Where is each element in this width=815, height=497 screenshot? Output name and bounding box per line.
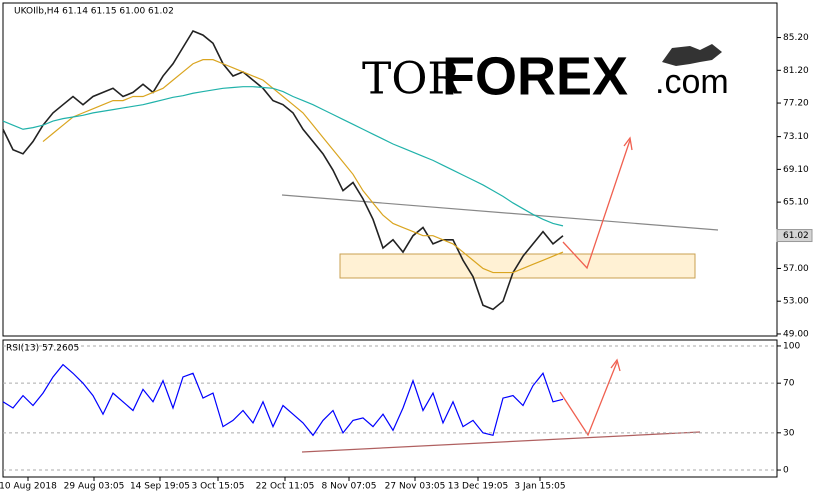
panel-title: RSI(13) 57.2605 <box>6 344 79 354</box>
x-tick-label: 3 Oct 15:05 <box>192 482 245 492</box>
x-tick-label: 27 Nov 03:05 <box>385 482 446 492</box>
logo-suffix: .com <box>655 63 729 101</box>
y-tick-label: 85.20 <box>783 33 809 43</box>
y-tick-label: 100 <box>783 341 800 351</box>
x-tick-label: 29 Aug 03:05 <box>64 482 125 492</box>
x-tick-label: 10 Aug 2018 <box>0 482 57 492</box>
x-tick-label: 13 Dec 19:05 <box>448 482 509 492</box>
logo-left: TOR <box>362 54 462 105</box>
y-tick-label: 65.10 <box>783 198 809 208</box>
rsi-panel <box>2 339 778 478</box>
series-line <box>2 86 564 227</box>
rsi-trend-line <box>301 431 701 453</box>
logo-bull <box>662 44 722 66</box>
x-tick-label: 3 Jan 15:05 <box>514 482 565 492</box>
logo-main: FOREX <box>442 46 628 106</box>
header: UKOIlb,H4 61.14 61.15 61.00 61.02 <box>14 7 174 17</box>
x-tick-label: 8 Nov 07:05 <box>322 482 377 492</box>
last-price-label: 61.02 <box>783 231 809 241</box>
arrow-head <box>623 136 633 151</box>
series-line <box>2 30 564 311</box>
rsi-forecast-arrow <box>559 361 618 437</box>
x-tick-label: 14 Sep 19:05 <box>130 482 190 492</box>
y-tick-label: 53.00 <box>783 297 809 307</box>
y-tick-label: 49.00 <box>783 329 809 339</box>
x-tick-label: 22 Oct 11:05 <box>256 482 315 492</box>
y-tick-label: 77.20 <box>783 99 809 109</box>
arrow-head <box>610 358 621 372</box>
y-tick-label: 70 <box>783 379 795 389</box>
trend-line <box>281 194 719 231</box>
forecast-arrow <box>562 139 631 270</box>
y-tick-label: 30 <box>783 428 795 438</box>
y-tick-label: 81.20 <box>783 66 809 76</box>
y-tick-label: 0 <box>783 466 789 476</box>
series-line <box>42 59 564 274</box>
y-tick-label: 69.10 <box>783 165 809 175</box>
series-line <box>2 363 564 437</box>
last-price-box <box>776 229 813 243</box>
y-tick-label: 73.10 <box>783 132 809 142</box>
y-tick-label: 57.00 <box>783 264 809 274</box>
